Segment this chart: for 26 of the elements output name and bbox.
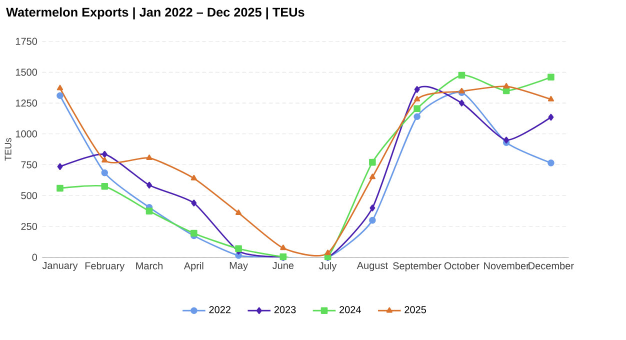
x-tick-label: May: [230, 262, 248, 271]
legend-label: 2023: [274, 306, 296, 314]
x-tick-label: June: [272, 262, 294, 270]
y-tick-label: 1250: [16, 100, 38, 107]
y-tick-label: 1000: [16, 130, 38, 138]
y-tick-label: 0: [32, 254, 38, 261]
x-tick-label: November: [484, 262, 530, 270]
y-tick-label: 500: [21, 192, 38, 200]
y-tick-label: 750: [21, 161, 38, 168]
legend-label: 2024: [340, 306, 361, 314]
x-tick-label: January: [42, 262, 78, 271]
y-axis-title: TEUs: [4, 138, 12, 161]
legend-label: 2025: [404, 306, 426, 314]
x-tick-label: September: [393, 262, 442, 272]
y-tick-label: 250: [21, 222, 38, 230]
x-tick-label: July: [319, 262, 337, 272]
legend-label: 2022: [209, 306, 230, 314]
x-tick-label: August: [356, 262, 388, 271]
x-tick-label: March: [136, 262, 163, 270]
y-tick-label: 1750: [16, 38, 38, 45]
y-tick-label: 1500: [16, 68, 38, 76]
x-tick-label: December: [528, 262, 574, 270]
chart-title: Watermelon Exports | Jan 2022 – Dec 2025 | TEUs: [6, 7, 304, 20]
x-tick-label: October: [444, 262, 480, 270]
x-tick-label: April: [184, 262, 204, 272]
x-tick-label: February: [85, 262, 125, 272]
